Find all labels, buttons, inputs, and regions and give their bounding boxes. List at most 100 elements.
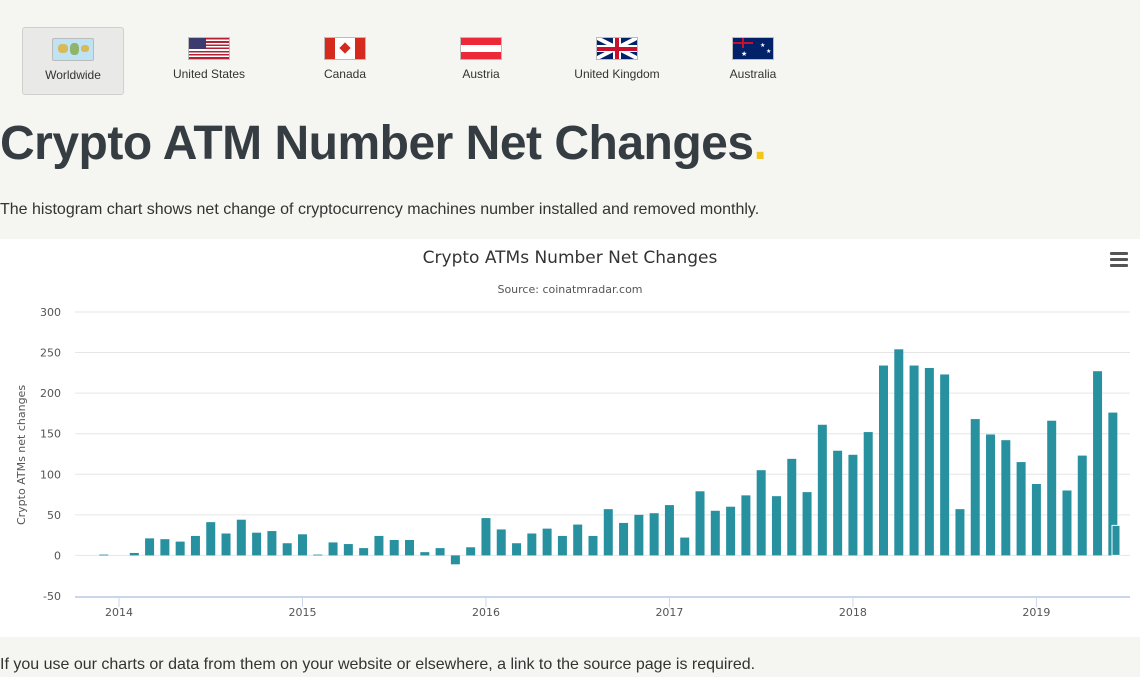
bar-2016-03[interactable] bbox=[512, 543, 522, 556]
bar-2018-03[interactable] bbox=[879, 365, 888, 556]
bar-2018-02[interactable] bbox=[863, 432, 873, 556]
bar-2016-02[interactable] bbox=[496, 529, 506, 556]
bar-2019-01[interactable] bbox=[1031, 483, 1041, 556]
bar-2016-05[interactable] bbox=[542, 528, 552, 556]
y-tick-label: 200 bbox=[40, 387, 61, 400]
bar-2017-04[interactable] bbox=[710, 510, 720, 556]
bar-2019-02[interactable] bbox=[1047, 420, 1057, 556]
bar-2014-05[interactable] bbox=[175, 541, 185, 556]
bar-2015-08[interactable] bbox=[405, 539, 415, 556]
bar-2018-04[interactable] bbox=[894, 349, 904, 556]
bar-2018-09[interactable] bbox=[970, 419, 980, 556]
tab-label: Canada bbox=[323, 67, 367, 81]
y-tick-label: 50 bbox=[47, 509, 61, 522]
bar-2017-10[interactable] bbox=[802, 492, 812, 556]
y-tick-label: 150 bbox=[40, 428, 61, 441]
bar-2017-02[interactable] bbox=[680, 537, 690, 556]
bar-2016-09[interactable] bbox=[603, 509, 613, 556]
bar-2017-07[interactable] bbox=[756, 470, 766, 556]
bar-2014-02[interactable] bbox=[129, 552, 139, 556]
bar-2014-04[interactable] bbox=[160, 539, 170, 556]
bar-2018-11[interactable] bbox=[1001, 440, 1011, 556]
tab-united-kingdom[interactable]: United Kingdom bbox=[566, 27, 668, 95]
bar-2014-12[interactable] bbox=[282, 543, 292, 556]
bar-2017-05[interactable] bbox=[726, 506, 736, 556]
bar-2014-10[interactable] bbox=[252, 532, 262, 556]
histogram-chart: Crypto ATMs Number Net Changes Source: c… bbox=[15, 248, 1130, 619]
tab-austria[interactable]: Austria bbox=[430, 27, 532, 95]
bar-2016-08[interactable] bbox=[588, 535, 598, 556]
australia-flag-icon: ★ ★ ★ bbox=[732, 37, 774, 60]
bar-2017-01[interactable] bbox=[664, 505, 674, 556]
x-tick-label: 2018 bbox=[839, 606, 867, 619]
bar-2015-10[interactable] bbox=[435, 548, 445, 556]
bar-2015-06[interactable] bbox=[374, 535, 384, 556]
bar-2014-06[interactable] bbox=[190, 535, 200, 556]
bar-2015-01[interactable] bbox=[297, 534, 307, 556]
bar-2014-09[interactable] bbox=[236, 519, 246, 556]
bar-2017-06[interactable] bbox=[741, 495, 751, 556]
bar-2016-10[interactable] bbox=[619, 522, 629, 556]
x-tick-label: 2015 bbox=[288, 606, 316, 619]
bar-2015-11[interactable] bbox=[450, 555, 460, 565]
country-tabs: Worldwide United States Canada Austria U… bbox=[22, 27, 838, 95]
title-dot: . bbox=[753, 117, 767, 170]
bar-2014-07[interactable] bbox=[206, 522, 216, 556]
bar-2017-03[interactable] bbox=[695, 491, 705, 556]
bar-2015-12[interactable] bbox=[466, 547, 476, 556]
bar-2017-12[interactable] bbox=[833, 450, 843, 556]
page-description: The histogram chart shows net change of … bbox=[0, 201, 760, 218]
bar-2019-03[interactable] bbox=[1062, 490, 1072, 556]
tab-worldwide[interactable]: Worldwide bbox=[22, 27, 124, 95]
bar-2019-05[interactable] bbox=[1093, 371, 1103, 556]
bar-2017-11[interactable] bbox=[817, 424, 827, 556]
tab-australia[interactable]: ★ ★ ★ Australia bbox=[702, 27, 804, 95]
bar-2014-03[interactable] bbox=[145, 538, 155, 556]
page-title: Crypto ATM Number Net Changes. bbox=[0, 116, 767, 171]
y-tick-label: 0 bbox=[54, 549, 61, 562]
y-tick-label: 100 bbox=[40, 468, 61, 481]
world-map-icon bbox=[52, 38, 94, 61]
bar-2019-04[interactable] bbox=[1077, 455, 1087, 556]
uk-flag-icon bbox=[596, 37, 638, 60]
bar-2016-01[interactable] bbox=[481, 518, 491, 556]
tab-canada[interactable]: Canada bbox=[294, 27, 396, 95]
x-tick-label: 2016 bbox=[472, 606, 500, 619]
bar-2018-06[interactable] bbox=[924, 367, 934, 556]
bar-2016-04[interactable] bbox=[527, 533, 537, 556]
tab-label: United States bbox=[172, 67, 246, 81]
chart-menu-icon[interactable] bbox=[1110, 252, 1128, 270]
bar-2017-08[interactable] bbox=[771, 496, 781, 556]
tab-label: United Kingdom bbox=[574, 67, 660, 81]
bar-2018-07[interactable] bbox=[940, 374, 950, 556]
y-tick-label: 300 bbox=[40, 306, 61, 319]
bar-2019-06[interactable] bbox=[1108, 412, 1118, 556]
bar-2014-08[interactable] bbox=[221, 533, 231, 556]
bar-2017-09[interactable] bbox=[787, 458, 797, 556]
bar-2018-10[interactable] bbox=[986, 434, 996, 556]
y-tick-label: 250 bbox=[40, 347, 61, 360]
bar-2015-05[interactable] bbox=[359, 548, 369, 556]
bar-2016-11[interactable] bbox=[634, 514, 644, 556]
bar-2015-07[interactable] bbox=[389, 539, 399, 556]
bar-2015-03[interactable] bbox=[328, 542, 338, 556]
page-title-text: Crypto ATM Number Net Changes bbox=[0, 117, 754, 170]
bar-2018-12[interactable] bbox=[1016, 462, 1026, 556]
bar-2014-11[interactable] bbox=[267, 531, 277, 556]
bar-2016-06[interactable] bbox=[557, 535, 567, 556]
bar-2015-02[interactable] bbox=[313, 554, 323, 556]
bar-2016-07[interactable] bbox=[573, 524, 583, 556]
bar-2019-07[interactable] bbox=[1111, 524, 1121, 556]
bar-2013-12[interactable] bbox=[99, 554, 109, 556]
y-axis-label: Crypto ATMs net changes bbox=[15, 385, 28, 525]
bar-2015-09[interactable] bbox=[420, 552, 430, 556]
bar-2015-04[interactable] bbox=[343, 544, 353, 556]
bar-2018-08[interactable] bbox=[955, 509, 965, 556]
chart-subtitle: Source: coinatmradar.com bbox=[497, 283, 642, 296]
bar-2018-05[interactable] bbox=[909, 365, 919, 556]
bar-2018-01[interactable] bbox=[848, 454, 858, 556]
chart-title: Crypto ATMs Number Net Changes bbox=[423, 248, 718, 268]
tab-label: Australia bbox=[729, 67, 777, 81]
tab-united-states[interactable]: United States bbox=[158, 27, 260, 95]
bar-2016-12[interactable] bbox=[649, 513, 659, 556]
